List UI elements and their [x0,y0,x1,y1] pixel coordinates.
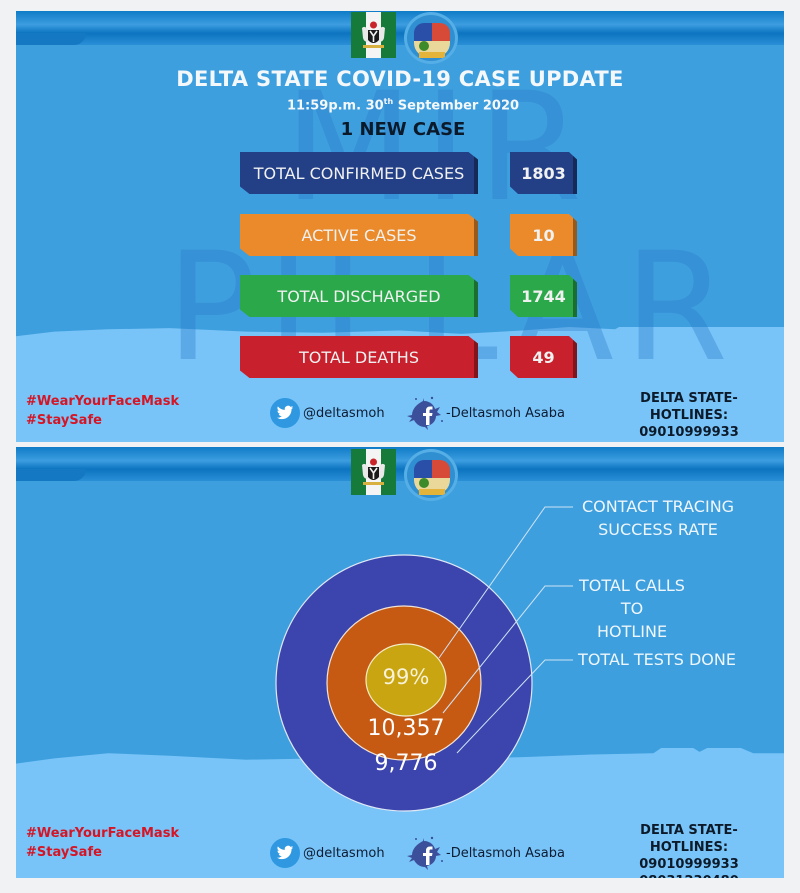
footer: #WearYourFaceMask #StaySafe @deltasmoh -… [16,386,784,442]
footer: #WearYourFaceMask #StaySafe @deltasmoh -… [16,818,784,878]
header-stripe [16,447,784,481]
hotlines-title: DELTA STATE-HOTLINES: [640,823,738,855]
stat-value: 1803 [510,152,577,194]
hotlines: DELTA STATE-HOTLINES: 09010999933 080312… [604,822,774,878]
stat-label: TOTAL DISCHARGED [240,275,478,317]
facebook-icon [402,835,446,871]
concentric-rings-chart [275,506,573,812]
twitter-icon [270,838,300,868]
stat-label: TOTAL CONFIRMED CASES [240,152,478,194]
hotline-calls-value: 10,357 [367,716,445,741]
hotline-number[interactable]: 08031230480 [604,441,774,442]
facebook-handle: -Deltasmoh Asaba [446,405,565,421]
header-stripe [16,11,784,45]
delta-state-seal-icon [404,12,458,64]
logos [351,449,461,501]
stat-row-confirmed: TOTAL CONFIRMED CASES 1803 [240,152,577,194]
facebook-icon [402,395,446,431]
twitter-link[interactable]: @deltasmoh [270,398,385,428]
stat-row-deaths: TOTAL DEATHS 49 [240,336,577,378]
facebook-link[interactable]: -Deltasmoh Asaba [402,835,565,871]
hashtag-wear-mask: #WearYourFaceMask [26,826,180,841]
hashtag-stay-safe: #StaySafe [26,845,102,860]
hotlines-title: DELTA STATE-HOTLINES: [640,391,738,423]
twitter-handle: @deltasmoh [303,405,385,421]
page-title: DELTA STATE COVID-19 CASE UPDATE [176,67,624,91]
hashtags: #WearYourFaceMask #StaySafe [26,392,179,430]
hotline-number[interactable]: 08031230480 [604,873,774,878]
tests-done-value: 9,776 [374,751,438,776]
hashtag-stay-safe: #StaySafe [26,413,102,428]
hotlines: DELTA STATE-HOTLINES: 09010999933 080312… [604,390,774,442]
hotline-number[interactable]: 09010999933 [639,425,739,440]
header-stripe-accent [16,469,86,481]
twitter-link[interactable]: @deltasmoh [270,838,385,868]
facebook-link[interactable]: -Deltasmoh Asaba [402,395,565,431]
delta-state-seal-icon [404,449,458,501]
hotline-number[interactable]: 09010999933 [639,857,739,872]
metrics-panel: 99% 10,357 9,776 CONTACT TRACING SUCCESS… [16,447,784,878]
hotline-calls-label: TOTAL CALLS TO HOTLINE [579,576,685,641]
twitter-handle: @deltasmoh [303,845,385,861]
logos [351,12,461,64]
header-stripe-accent [16,33,86,45]
hashtags: #WearYourFaceMask #StaySafe [26,824,179,862]
stat-value: 1744 [510,275,577,317]
coat-of-arms-emblem-icon [362,21,385,48]
contact-tracing-value: 99% [382,665,430,689]
twitter-icon [270,398,300,428]
stat-label: ACTIVE CASES [240,214,478,256]
facebook-handle: -Deltasmoh Asaba [446,845,565,861]
case-update-panel: MIR PILLAR DELTA STATE COVID-19 CASE UPD… [16,11,784,442]
stat-value: 10 [510,214,577,256]
contact-tracing-label: CONTACT TRACING SUCCESS RATE [581,497,735,539]
coat-of-arms-emblem-icon [362,458,385,485]
stat-value: 49 [510,336,577,378]
stat-row-discharged: TOTAL DISCHARGED 1744 [240,275,577,317]
tests-done-label: TOTAL TESTS DONE [578,650,736,669]
stat-label: TOTAL DEATHS [240,336,478,378]
new-cases-heading: 1 NEW CASE [340,119,466,140]
hashtag-wear-mask: #WearYourFaceMask [26,394,180,409]
stat-row-active: ACTIVE CASES 10 [240,214,577,256]
timestamp: 11:59p.m. 30th September 2020 [286,97,520,114]
